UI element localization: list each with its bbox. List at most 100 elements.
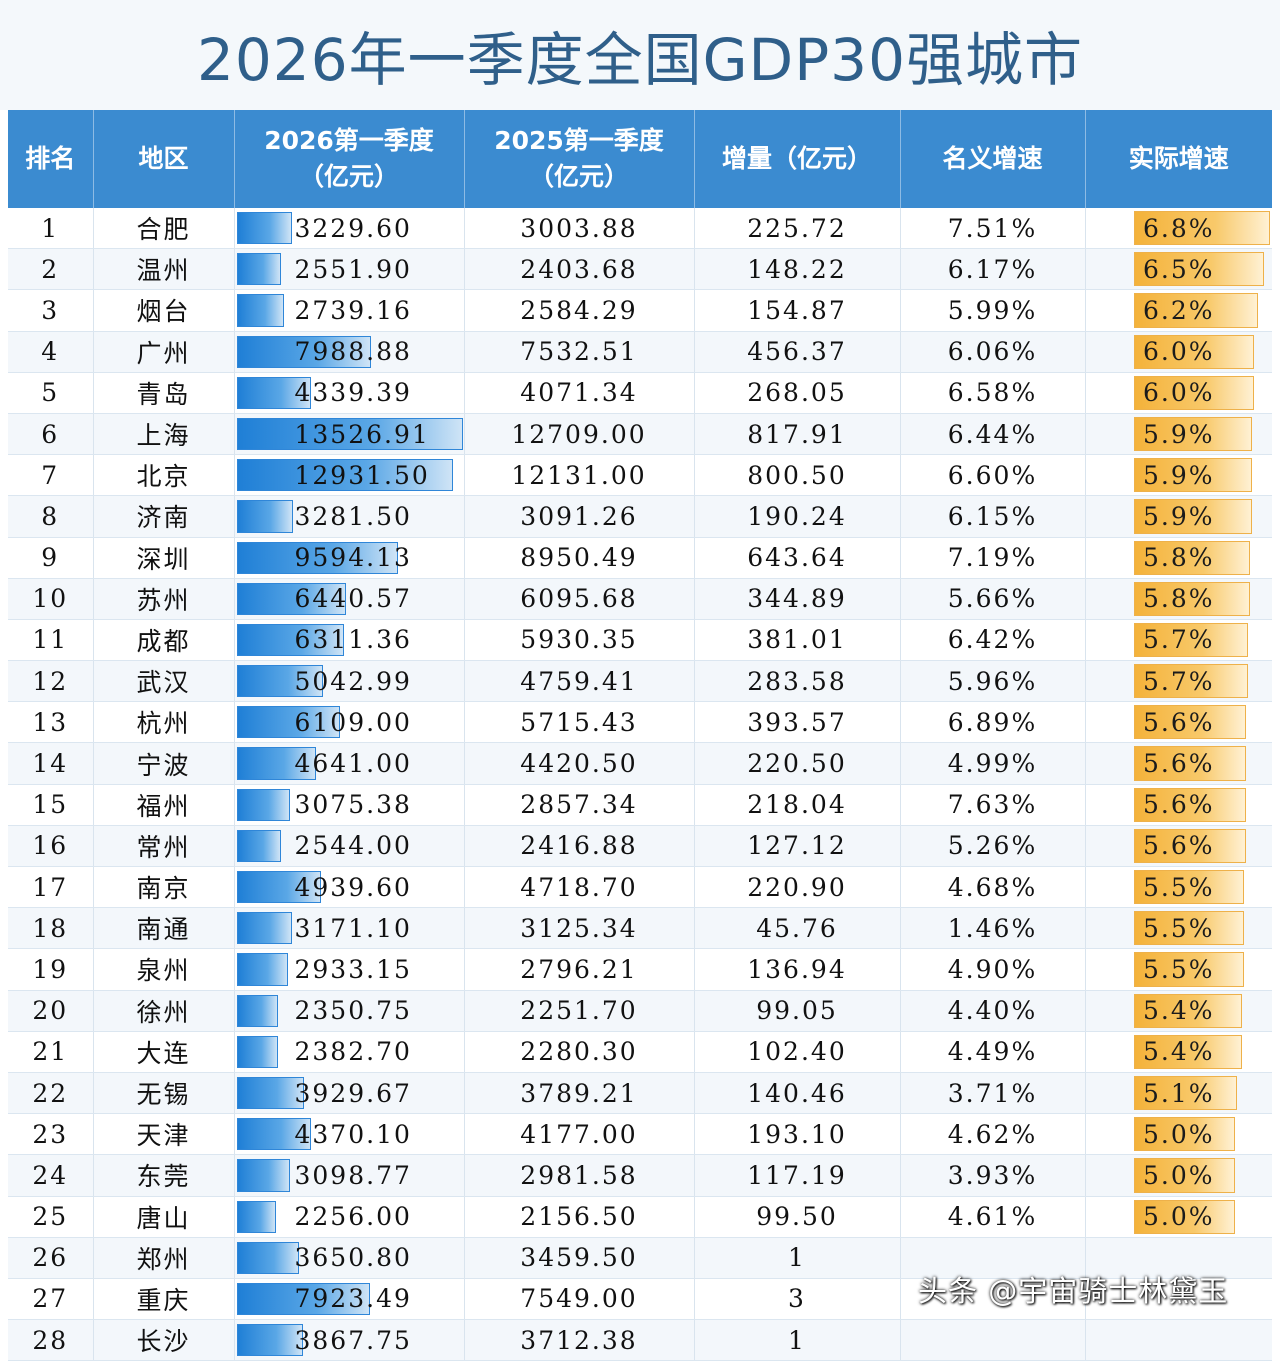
gdp-2025-cell: 3789.21 — [464, 1072, 695, 1115]
table-row[interactable]: 8 济南 3281.50 3091.26 190.24 6.15% 5.9% — [8, 495, 1272, 538]
header-gdp-2026-label: 2026第一季度 （亿元） — [264, 126, 434, 191]
real-growth-bar — [1133, 870, 1244, 905]
table-row[interactable]: 28 长沙 3867.75 3712.38 1 — [8, 1319, 1272, 1361]
gdp-2026-bar — [236, 912, 292, 945]
rank-cell: 22 — [8, 1072, 94, 1115]
real-growth-bar — [1133, 787, 1246, 822]
gdp-2025-cell: 3712.38 — [464, 1319, 695, 1361]
gdp-table: 排名 地区 2026第一季度 （亿元） 2025第一季度 （亿元） 增量（亿元）… — [8, 110, 1272, 1361]
gdp-2026-bar — [236, 871, 321, 904]
nominal-growth-cell: 6.44% — [900, 413, 1086, 456]
real-growth-value: 5.9% — [1142, 501, 1215, 531]
rank-cell: 24 — [8, 1154, 94, 1197]
increase-cell: 1 — [694, 1237, 901, 1279]
real-growth-value: 5.5% — [1142, 954, 1215, 984]
increase-cell: 220.90 — [694, 866, 901, 909]
real-growth-cell: 5.6% — [1085, 825, 1272, 868]
gdp-2026-value: 2544.00 — [294, 831, 412, 861]
gdp-2026-bar — [236, 212, 292, 245]
table-row[interactable]: 27 重庆 7923.49 7549.00 3 — [8, 1278, 1272, 1321]
table-row[interactable]: 24 东莞 3098.77 2981.58 117.19 3.93% 5.0% — [8, 1154, 1272, 1197]
rank-cell: 28 — [8, 1319, 94, 1361]
real-growth-cell: 5.8% — [1085, 537, 1272, 579]
increase-cell: 393.57 — [694, 701, 901, 744]
header-rank[interactable]: 排名 — [8, 110, 94, 208]
region-cell: 郑州 — [93, 1237, 235, 1279]
table-row[interactable]: 2 温州 2551.90 2403.68 148.22 6.17% 6.5% — [8, 248, 1272, 291]
real-growth-value: 5.1% — [1142, 1078, 1215, 1108]
table-row[interactable]: 15 福州 3075.38 2857.34 218.04 7.63% 5.6% — [8, 784, 1272, 826]
region-cell: 烟台 — [93, 289, 235, 332]
gdp-2025-cell: 4759.41 — [464, 660, 695, 703]
table-row[interactable]: 7 北京 12931.50 12131.00 800.50 6.60% 5.9% — [8, 454, 1272, 497]
table-row[interactable]: 23 天津 4370.10 4177.00 193.10 4.62% 5.0% — [8, 1113, 1272, 1156]
header-nominal-growth[interactable]: 名义增速 — [900, 110, 1086, 208]
table-row[interactable]: 9 深圳 9594.13 8950.49 643.64 7.19% 5.8% — [8, 537, 1272, 579]
table-row[interactable]: 6 上海 13526.91 12709.00 817.91 6.44% 5.9% — [8, 413, 1272, 456]
table-row[interactable]: 14 宁波 4641.00 4420.50 220.50 4.99% 5.6% — [8, 742, 1272, 785]
table-row[interactable]: 19 泉州 2933.15 2796.21 136.94 4.90% 5.5% — [8, 948, 1272, 991]
real-growth-bar — [1133, 664, 1248, 699]
table-row[interactable]: 25 唐山 2256.00 2156.50 99.50 4.61% 5.0% — [8, 1196, 1272, 1238]
header-region[interactable]: 地区 — [93, 110, 235, 208]
rank-cell: 10 — [8, 578, 94, 620]
increase-cell: 283.58 — [694, 660, 901, 703]
table-row[interactable]: 20 徐州 2350.75 2251.70 99.05 4.40% 5.4% — [8, 990, 1272, 1032]
increase-cell: 136.94 — [694, 948, 901, 991]
table-row[interactable]: 26 郑州 3650.80 3459.50 1 — [8, 1237, 1272, 1279]
increase-cell: 102.40 — [694, 1031, 901, 1073]
table-row[interactable]: 4 广州 7988.88 7532.51 456.37 6.06% 6.0% — [8, 331, 1272, 373]
real-growth-value: 6.8% — [1142, 213, 1215, 243]
gdp-2026-value: 3171.10 — [294, 913, 412, 943]
table-row[interactable]: 1 合肥 3229.60 3003.88 225.72 7.51% 6.8% — [8, 208, 1272, 250]
gdp-2025-cell: 2403.68 — [464, 248, 695, 291]
table-row[interactable]: 3 烟台 2739.16 2584.29 154.87 5.99% 6.2% — [8, 289, 1272, 332]
header-gdp-2026[interactable]: 2026第一季度 （亿元） — [234, 110, 465, 208]
real-growth-value: 5.9% — [1142, 460, 1215, 490]
nominal-growth-cell — [900, 1319, 1086, 1361]
gdp-2025-cell: 2796.21 — [464, 948, 695, 991]
table-row[interactable]: 12 武汉 5042.99 4759.41 283.58 5.96% 5.7% — [8, 660, 1272, 703]
real-growth-cell: 5.7% — [1085, 619, 1272, 662]
gdp-2026-bar — [236, 1035, 278, 1068]
table-row[interactable]: 22 无锡 3929.67 3789.21 140.46 3.71% 5.1% — [8, 1072, 1272, 1115]
gdp-2026-cell: 3867.75 — [234, 1319, 465, 1361]
gdp-2026-bar — [236, 541, 398, 574]
increase-cell: 99.50 — [694, 1196, 901, 1238]
rank-cell: 27 — [8, 1278, 94, 1321]
nominal-growth-cell: 4.99% — [900, 742, 1086, 785]
header-real-growth[interactable]: 实际增速 — [1085, 110, 1272, 208]
increase-cell: 218.04 — [694, 784, 901, 826]
real-growth-cell: 5.6% — [1085, 784, 1272, 826]
real-growth-bar — [1133, 581, 1250, 616]
gdp-2026-value: 3098.77 — [294, 1160, 412, 1190]
gdp-2026-cell: 2551.90 — [234, 248, 465, 291]
increase-cell: 643.64 — [694, 537, 901, 579]
table-row[interactable]: 18 南通 3171.10 3125.34 45.76 1.46% 5.5% — [8, 907, 1272, 950]
real-growth-cell: 5.9% — [1085, 454, 1272, 497]
table-row[interactable]: 5 青岛 4339.39 4071.34 268.05 6.58% 6.0% — [8, 372, 1272, 414]
real-growth-cell: 5.0% — [1085, 1113, 1272, 1156]
gdp-2026-bar — [236, 706, 340, 739]
header-increase[interactable]: 增量（亿元） — [694, 110, 901, 208]
gdp-2025-cell: 12709.00 — [464, 413, 695, 456]
table-row[interactable]: 13 杭州 6109.00 5715.43 393.57 6.89% 5.6% — [8, 701, 1272, 744]
table-row[interactable]: 21 大连 2382.70 2280.30 102.40 4.49% 5.4% — [8, 1031, 1272, 1073]
real-growth-bar — [1133, 952, 1244, 987]
gdp-2025-cell: 2156.50 — [464, 1196, 695, 1238]
region-cell: 苏州 — [93, 578, 235, 620]
header-gdp-2025[interactable]: 2025第一季度 （亿元） — [464, 110, 695, 208]
table-row[interactable]: 10 苏州 6440.57 6095.68 344.89 5.66% 5.8% — [8, 578, 1272, 620]
nominal-growth-cell: 4.68% — [900, 866, 1086, 909]
real-growth-cell: 5.4% — [1085, 990, 1272, 1032]
real-growth-value: 5.9% — [1142, 419, 1215, 449]
gdp-2026-cell: 13526.91 — [234, 413, 465, 456]
table-row[interactable]: 16 常州 2544.00 2416.88 127.12 5.26% 5.6% — [8, 825, 1272, 868]
real-growth-value: 5.8% — [1142, 543, 1215, 573]
table-row[interactable]: 17 南京 4939.60 4718.70 220.90 4.68% 5.5% — [8, 866, 1272, 909]
region-cell: 东莞 — [93, 1154, 235, 1197]
gdp-2026-cell: 3650.80 — [234, 1237, 465, 1279]
table-row[interactable]: 11 成都 6311.36 5930.35 381.01 6.42% 5.7% — [8, 619, 1272, 662]
nominal-growth-cell: 6.58% — [900, 372, 1086, 414]
gdp-2026-bar — [236, 376, 311, 409]
